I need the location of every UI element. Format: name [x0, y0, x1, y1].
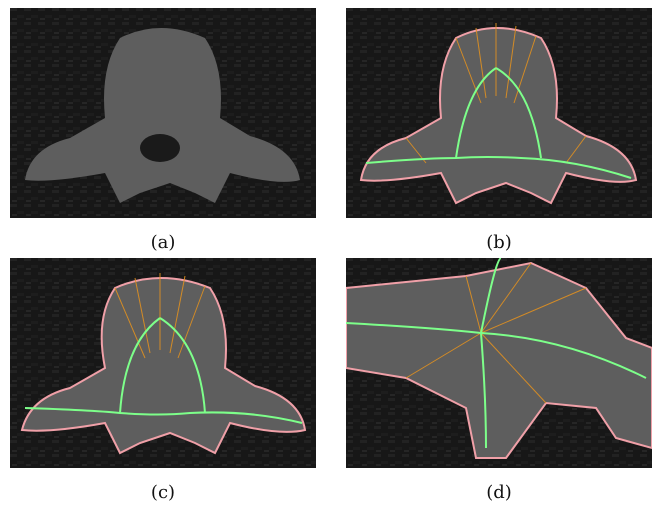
caption-a: (a) [150, 232, 176, 253]
vertebra-shape [25, 28, 300, 203]
caption-c: (c) [150, 482, 176, 503]
panel-d-image [346, 258, 652, 468]
panel-a-image [10, 8, 316, 218]
caption-d: (d) [486, 482, 512, 503]
skeleton [365, 156, 632, 179]
canal [140, 134, 180, 162]
panel-c-image [10, 258, 316, 468]
panel-b-image [346, 8, 652, 218]
caption-b: (b) [486, 232, 512, 253]
